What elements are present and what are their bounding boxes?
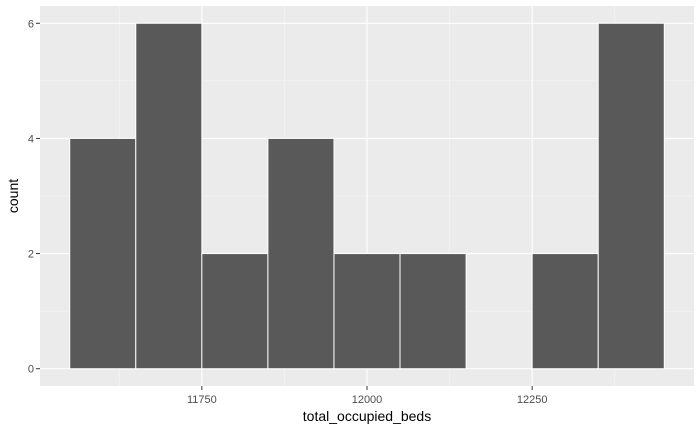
y-tick-label: 4 [28, 133, 34, 145]
x-axis: 11750 12000 12250 [187, 386, 547, 406]
y-axis-title: count [5, 179, 21, 213]
x-axis-title: total_occupied_beds [303, 408, 431, 424]
y-tick-label: 0 [28, 364, 34, 376]
y-tick-label: 2 [28, 249, 34, 261]
histogram-bars [69, 22, 665, 370]
histogram-bar [531, 253, 599, 370]
y-axis: 0 2 4 6 [28, 18, 40, 376]
histogram-bar [399, 253, 467, 370]
histogram-bar [267, 137, 335, 370]
histogram-bar [333, 253, 401, 370]
x-tick-label: 12250 [517, 394, 548, 406]
histogram-bar [135, 22, 203, 370]
histogram-bar [597, 22, 665, 370]
x-tick-label: 11750 [187, 394, 217, 406]
histogram-bar [69, 137, 137, 370]
y-tick-label: 6 [28, 18, 34, 30]
histogram-bar [201, 253, 269, 370]
x-tick-label: 12000 [352, 394, 383, 406]
